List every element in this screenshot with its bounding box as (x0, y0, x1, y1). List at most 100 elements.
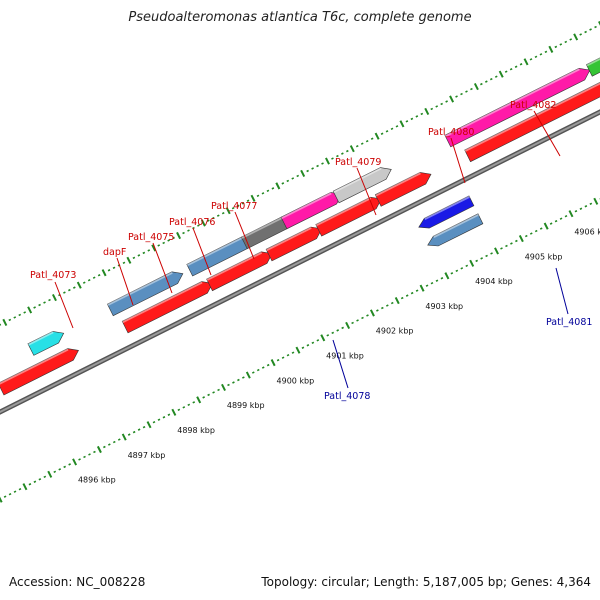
scale-tick-mark (132, 430, 136, 434)
outer-tick-mark (455, 95, 458, 98)
outer-tick-mark (564, 40, 568, 44)
gene-feature-outer[interactable] (585, 26, 600, 77)
outer-tick-mark (162, 241, 166, 245)
gene-label[interactable]: Patl_4079 (335, 157, 381, 168)
cds-feature[interactable] (464, 73, 600, 163)
gene-feature-outer-highlight (444, 68, 580, 138)
outer-tick-mark (72, 286, 76, 289)
outer-tick-mark (374, 132, 380, 140)
scale-tick-mark (88, 453, 91, 456)
scale-tick-mark (202, 396, 205, 399)
cds-feature[interactable] (265, 226, 323, 262)
gene-feature-outer[interactable] (27, 331, 65, 356)
scale-tick-mark (440, 277, 444, 280)
outer-tick-mark (445, 100, 448, 103)
outer-tick-mark (420, 112, 424, 116)
scale-tick-mark (78, 458, 81, 461)
gene-label[interactable]: Patl_4078 (324, 391, 370, 402)
cds-feature[interactable] (315, 196, 382, 237)
scale-tick-mark (430, 281, 434, 285)
scale-tick-mark (3, 495, 7, 498)
cds-feature[interactable] (121, 281, 214, 334)
cds-feature[interactable] (374, 172, 432, 207)
gene-label[interactable]: Patl_4075 (128, 232, 174, 243)
gene-label[interactable]: dapF (103, 247, 126, 258)
outer-tick-mark (225, 207, 231, 215)
outer-tick-mark (296, 174, 300, 178)
outer-tick-mark (8, 318, 12, 322)
scale-label: 4906 kbp (574, 227, 600, 236)
gene-label[interactable]: Patl_4080 (428, 127, 474, 138)
scale-tick-mark (96, 445, 102, 454)
outer-tick-mark (157, 244, 161, 247)
scale-tick-mark (405, 294, 409, 297)
scale-tick-mark (162, 416, 166, 419)
scale-tick-mark (301, 346, 305, 349)
scale-tick-mark (22, 483, 28, 491)
gene-feature-outer-highlight (281, 192, 332, 220)
outer-tick-mark (58, 293, 61, 297)
scale-tick-mark (494, 247, 499, 255)
gene-label[interactable]: Patl_4076 (169, 217, 215, 228)
outer-tick-mark (480, 82, 483, 86)
cds-feature-highlight (122, 281, 203, 324)
scale-label: 4901 kbp (326, 352, 364, 361)
scale-tick-mark (500, 247, 503, 250)
outer-tick-mark (519, 63, 523, 66)
gene-label[interactable]: Patl_4081 (546, 317, 592, 328)
outer-tick-mark (509, 68, 513, 71)
scale-label: 4902 kbp (376, 327, 414, 336)
gene-feature-outer[interactable] (106, 271, 184, 317)
outer-tick-mark (504, 70, 508, 73)
scale-label: 4900 kbp (277, 376, 315, 385)
outer-tick-mark (589, 28, 592, 31)
outer-tick-mark (534, 55, 538, 59)
scale-tick-mark (286, 353, 290, 357)
label-leader-line (152, 242, 173, 294)
label-leader-line (450, 137, 466, 184)
outer-tick-mark (514, 65, 518, 68)
gene-label[interactable]: Patl_4082 (510, 100, 556, 111)
outer-tick-mark (18, 313, 22, 317)
scale-tick-mark (465, 264, 469, 268)
outer-tick-mark (211, 216, 215, 220)
scale-tick-mark (419, 284, 425, 292)
outer-tick-mark (405, 120, 409, 123)
label-leader-line (234, 211, 255, 260)
outer-tick-mark (410, 117, 414, 121)
scale-tick-mark (281, 356, 285, 359)
outer-tick-mark (306, 169, 309, 173)
scale-tick-mark (480, 257, 483, 260)
scale-tick-mark (385, 304, 389, 307)
outer-tick-mark (460, 92, 463, 96)
scale-tick-mark (232, 381, 235, 384)
scale-tick-mark (93, 450, 96, 454)
outer-tick-mark (261, 192, 265, 195)
outer-tick-mark (147, 249, 151, 252)
scale-tick-mark (103, 445, 106, 449)
cds-feature[interactable] (0, 348, 79, 396)
scale-tick-mark (182, 406, 186, 409)
scale-tick-mark (146, 421, 152, 429)
scale-tick-mark (510, 242, 513, 245)
scale-tick-mark (326, 334, 330, 337)
outer-tick-mark (360, 142, 364, 145)
scale-label: 4903 kbp (425, 302, 463, 311)
scale-tick-mark (345, 321, 351, 329)
gene-feature-minus[interactable] (418, 195, 475, 229)
cds-feature[interactable] (206, 251, 273, 292)
outer-tick-mark (316, 164, 319, 168)
gene-feature-minus-inner[interactable] (427, 213, 484, 247)
gene-feature-outer[interactable] (444, 67, 591, 148)
gene-label[interactable]: Patl_4077 (211, 201, 257, 212)
outer-tick-mark (27, 306, 33, 314)
scale-tick-mark (121, 433, 127, 441)
scale-tick-mark (539, 227, 543, 230)
outer-tick-mark (470, 87, 473, 91)
scale-tick-mark (554, 219, 558, 223)
gene-label[interactable]: Patl_4073 (30, 270, 76, 281)
gene-feature-outer[interactable] (332, 167, 392, 204)
outer-tick-mark (167, 239, 170, 242)
scale-tick-mark (187, 403, 191, 407)
